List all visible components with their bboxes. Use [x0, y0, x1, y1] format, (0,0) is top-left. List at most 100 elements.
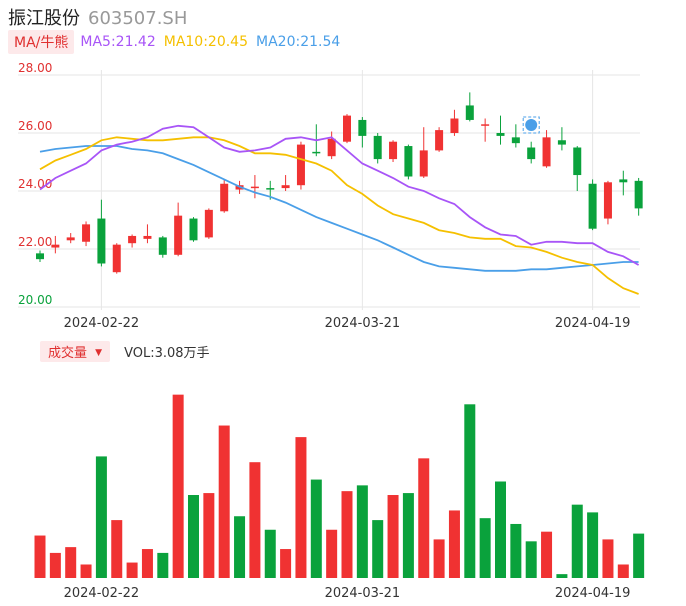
candle-body	[450, 118, 459, 133]
ma20-legend: MA20:21.54	[256, 34, 341, 50]
volume-bar	[372, 520, 384, 578]
y-tick-label: 22.00	[18, 235, 52, 249]
stock-header: 振江股份 603507.SH	[8, 4, 188, 29]
volume-bar	[295, 437, 307, 578]
volume-bar	[34, 535, 46, 578]
volume-bar	[280, 549, 292, 578]
volume-bar	[126, 562, 138, 578]
candle-body	[557, 140, 566, 145]
candle-body	[373, 135, 382, 160]
stock-name: 振江股份	[8, 8, 80, 29]
volume-bar	[188, 495, 199, 578]
volume-bar	[356, 485, 368, 578]
candle-body	[404, 146, 413, 177]
ma10-legend: MA10:20.45	[163, 34, 249, 50]
candle-body	[358, 119, 367, 136]
volume-bar	[218, 425, 230, 578]
volume-value: VOL:3.08万手	[124, 345, 210, 361]
volume-bar	[49, 552, 61, 578]
volume-bar	[448, 510, 460, 578]
candle-body	[128, 235, 137, 244]
candle-body	[527, 147, 536, 160]
volume-bar	[234, 516, 246, 578]
volume-x-tick-label: 2024-04-19	[555, 586, 631, 601]
candle-body	[220, 183, 229, 212]
y-tick-label: 28.00	[18, 61, 52, 75]
ma5-line	[39, 124, 640, 266]
ma20-line	[39, 145, 639, 272]
volume-bar	[111, 520, 123, 578]
ma5-legend: MA5:21.42	[80, 34, 156, 50]
volume-bar	[617, 564, 629, 578]
candle-body	[619, 179, 628, 183]
volume-bar	[310, 479, 322, 578]
volume-bar	[157, 552, 169, 578]
candle-body	[573, 147, 582, 176]
volume-x-tick-label: 2024-03-21	[325, 586, 401, 601]
candle-body	[82, 224, 91, 242]
volume-bar	[433, 539, 445, 578]
volume-bar	[510, 523, 522, 578]
volume-bar	[464, 404, 476, 578]
candle-body	[250, 186, 259, 189]
candle-body	[588, 183, 597, 229]
y-tick-label: 26.00	[18, 119, 52, 133]
volume-bar	[541, 531, 553, 578]
ma-legend: MA/牛熊 MA5:21.42 MA10:20.45 MA20:21.54	[8, 30, 348, 54]
volume-bar	[602, 539, 614, 578]
volume-bar	[264, 529, 276, 578]
volume-bar	[249, 462, 261, 578]
volume-bar	[80, 564, 92, 578]
candle-body	[266, 188, 275, 190]
volume-x-tick-label: 2024-02-22	[64, 586, 140, 601]
candle-body	[51, 244, 60, 248]
candle-body	[143, 235, 152, 239]
candle-body	[603, 182, 612, 219]
volume-bar	[556, 574, 568, 578]
candle-body	[158, 237, 167, 255]
x-tick-label: 2024-02-22	[64, 316, 140, 331]
candle-body	[36, 253, 44, 260]
candle-body	[312, 151, 321, 154]
candle-body	[389, 141, 398, 160]
candle-body	[511, 137, 520, 144]
candle-body	[189, 218, 198, 241]
volume-legend: 成交量 ▼ VOL:3.08万手	[40, 340, 210, 362]
volume-bar	[341, 491, 353, 578]
event-marker-frame	[522, 116, 540, 134]
volume-bar	[525, 541, 537, 578]
y-tick-label: 20.00	[18, 293, 52, 307]
candle-body	[204, 209, 213, 238]
volume-bar	[418, 458, 430, 578]
volume-bar	[633, 533, 645, 578]
volume-bar	[326, 529, 338, 578]
candle-body	[435, 130, 444, 151]
candle-body	[465, 105, 474, 120]
candle-body	[343, 115, 351, 142]
volume-bar	[495, 481, 506, 578]
volume-toggle-button[interactable]: 成交量 ▼	[40, 340, 111, 362]
candle-body	[634, 180, 643, 209]
candle-body	[481, 124, 490, 126]
event-marker-icon	[525, 119, 538, 131]
candle-body	[97, 218, 106, 264]
candle-body	[112, 244, 121, 273]
candle-body	[496, 133, 505, 136]
candle-body	[296, 144, 305, 186]
stock-code: 603507.SH	[88, 8, 188, 29]
dropdown-arrow-icon: ▼	[95, 347, 103, 358]
ma-toggle-button[interactable]: MA/牛熊	[8, 30, 75, 54]
candle-body	[66, 237, 75, 241]
volume-bar	[587, 512, 599, 578]
x-tick-label: 2024-04-19	[555, 316, 631, 331]
candle-body	[174, 215, 183, 255]
volume-toggle-label: 成交量	[48, 345, 88, 361]
volume-bar	[479, 518, 491, 578]
volume-bar	[203, 493, 215, 578]
candle-body	[542, 137, 551, 167]
volume-bar	[402, 493, 414, 578]
volume-bar	[141, 549, 153, 578]
volume-bar	[387, 495, 399, 578]
volume-bar	[95, 456, 107, 578]
